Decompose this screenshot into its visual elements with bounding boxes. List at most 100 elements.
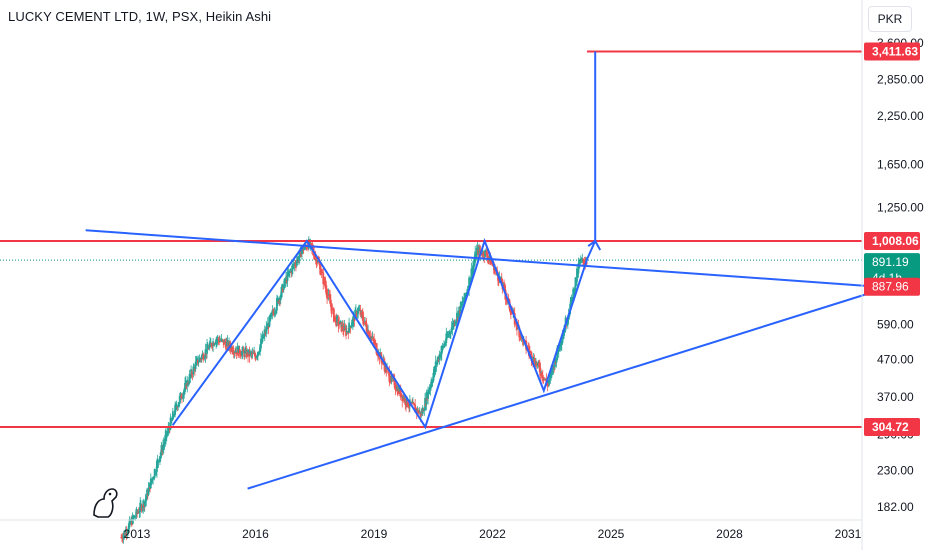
level-badge xyxy=(864,232,920,250)
breakout-arrow-line xyxy=(586,240,597,260)
candle-up xyxy=(269,316,271,322)
candle-up xyxy=(158,460,161,462)
candle-up xyxy=(288,271,291,273)
candle-up xyxy=(216,339,218,342)
candle-up xyxy=(549,372,552,379)
candle-up xyxy=(559,345,562,348)
candle-up xyxy=(122,534,125,539)
candle-down xyxy=(235,351,238,355)
candle-down xyxy=(277,300,280,303)
x-tick-label: 2028 xyxy=(716,527,743,541)
level-badge-label: 3,411.63 xyxy=(872,44,918,58)
descending-resistance-line xyxy=(85,229,868,287)
candle-up xyxy=(144,499,147,504)
candle-down xyxy=(534,361,537,367)
candle-up xyxy=(449,332,452,334)
candle-down xyxy=(136,512,139,514)
candle-down xyxy=(426,398,429,400)
tradingview-logo-icon[interactable] xyxy=(93,488,118,518)
candle-up xyxy=(452,325,455,327)
candle-up xyxy=(241,351,243,355)
candle-up xyxy=(182,392,185,398)
candle-up xyxy=(256,355,259,358)
candle-down xyxy=(245,350,248,358)
candle-up xyxy=(141,507,144,509)
y-tick-label: 590.00 xyxy=(877,317,914,331)
candle-down xyxy=(161,450,164,452)
candle-up xyxy=(351,323,354,327)
candle-down xyxy=(211,344,214,348)
candle-up xyxy=(173,414,176,416)
candle-up xyxy=(571,299,574,301)
candle-up xyxy=(580,259,583,261)
candle-up xyxy=(213,343,216,345)
candle-up xyxy=(156,458,159,467)
candle-down xyxy=(418,411,420,413)
candle-up xyxy=(183,388,186,395)
candle-up xyxy=(351,317,354,325)
candle-down xyxy=(415,408,418,414)
candle-down xyxy=(222,339,225,346)
candle-up xyxy=(270,312,273,317)
candle-up xyxy=(286,271,289,281)
candle-up xyxy=(127,530,129,533)
candle-down xyxy=(248,351,251,357)
y-tick-label: 370.00 xyxy=(877,390,914,404)
candle-up xyxy=(558,343,561,352)
candle-up xyxy=(563,328,566,333)
candle-down xyxy=(219,340,222,342)
candle-up xyxy=(269,313,272,320)
candle-down xyxy=(437,359,440,361)
candle-down xyxy=(240,353,243,357)
candle-up xyxy=(354,310,357,320)
candle-up xyxy=(455,319,458,324)
candle-up xyxy=(548,374,551,383)
annotation-layer xyxy=(0,50,869,490)
candle-down xyxy=(519,333,522,340)
candle-up xyxy=(445,333,448,344)
candle-up xyxy=(471,273,474,275)
candle-down xyxy=(421,413,423,415)
candle-up xyxy=(457,310,460,318)
candle-up xyxy=(430,381,433,385)
candle-up xyxy=(427,390,430,395)
candle-up xyxy=(446,334,449,338)
candle-down xyxy=(405,401,407,407)
candle-down xyxy=(272,312,275,315)
candle-up xyxy=(444,341,447,345)
candle-up xyxy=(462,301,464,304)
candle-down xyxy=(389,379,392,382)
x-tick-label: 2019 xyxy=(361,527,388,541)
candle-up xyxy=(275,308,278,313)
candle-down xyxy=(193,368,196,370)
candle-up xyxy=(555,357,558,363)
candle-up xyxy=(562,332,565,340)
candle-down xyxy=(243,350,246,357)
candle-down xyxy=(554,362,557,364)
candle-down xyxy=(453,323,456,325)
candle-up xyxy=(188,374,191,383)
candle-down xyxy=(359,309,362,316)
candle-up xyxy=(166,431,169,435)
level-badge xyxy=(864,42,920,61)
candle-up xyxy=(430,381,433,388)
currency-button[interactable]: PKR xyxy=(868,6,912,32)
x-tick-label: 2022 xyxy=(479,527,506,541)
candle-up xyxy=(208,345,211,349)
candle-up xyxy=(573,287,576,294)
candle-up xyxy=(356,313,359,315)
candle-down xyxy=(516,322,518,330)
candle-down xyxy=(408,405,410,407)
candle-up xyxy=(547,380,550,384)
candle-up xyxy=(152,476,155,479)
candle-up xyxy=(170,418,173,424)
candle-up xyxy=(156,460,158,473)
candle-up xyxy=(579,260,581,265)
candle-down xyxy=(396,387,399,395)
candle-up xyxy=(461,301,464,306)
candle-down xyxy=(497,276,500,283)
candle-down xyxy=(422,410,425,412)
candle-up xyxy=(139,502,142,513)
